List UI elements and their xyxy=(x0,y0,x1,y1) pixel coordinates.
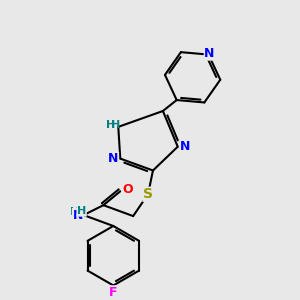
Text: F: F xyxy=(109,286,118,299)
Text: H: H xyxy=(77,206,86,216)
Text: N: N xyxy=(179,140,190,153)
Text: N: N xyxy=(204,47,215,60)
Text: N: N xyxy=(108,152,119,165)
Text: N: N xyxy=(73,208,83,222)
Text: H: H xyxy=(106,120,115,130)
Text: S: S xyxy=(143,187,153,201)
Text: H: H xyxy=(70,207,79,217)
Text: O: O xyxy=(122,183,133,196)
Text: H: H xyxy=(111,120,120,130)
